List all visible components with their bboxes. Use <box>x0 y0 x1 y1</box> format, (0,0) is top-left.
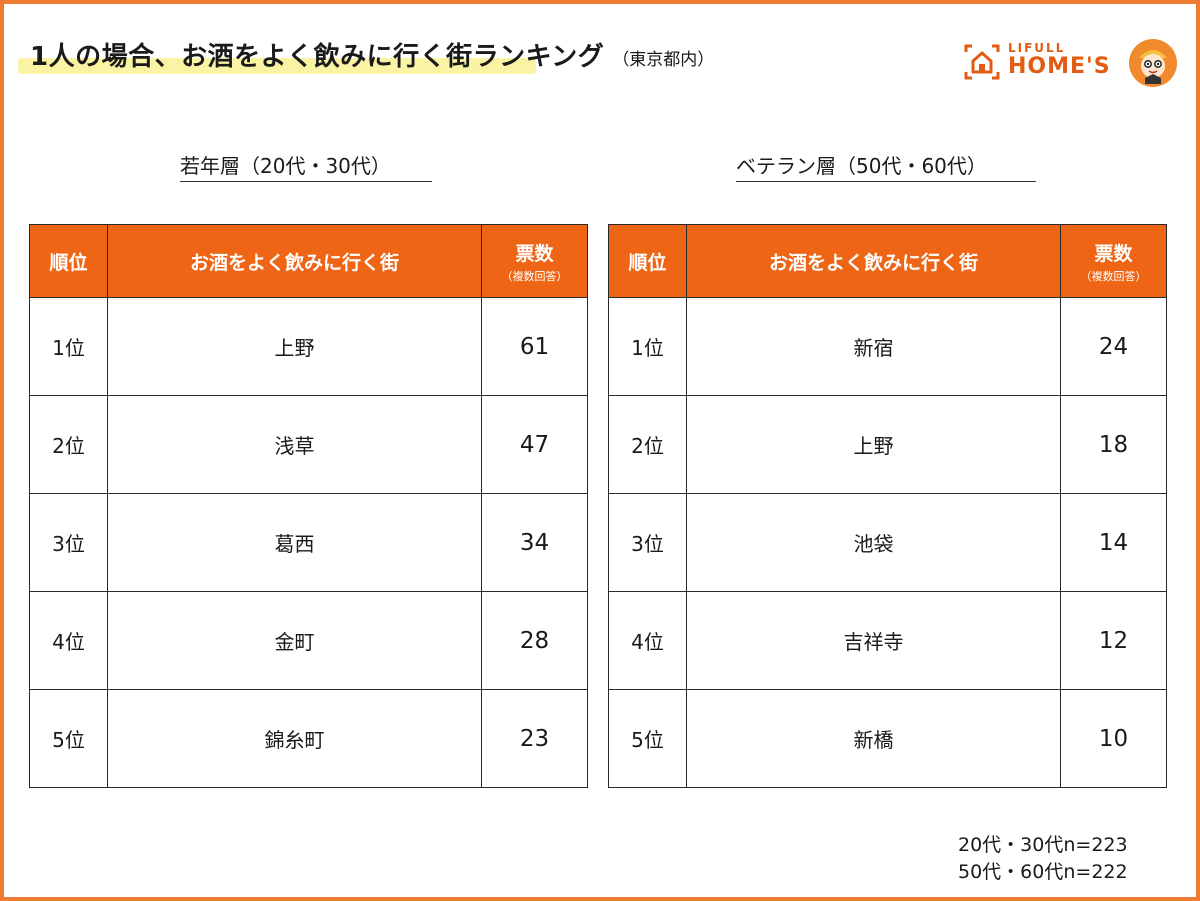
sample-size-note: 20代・30代n=223 50代・60代n=222 <box>958 832 1128 886</box>
votes-header-note: （複数回答） <box>501 269 568 283</box>
votes-cell: 14 <box>1060 493 1167 592</box>
table-row: 4位 吉祥寺 12 <box>608 591 1167 690</box>
table-row: 3位 池袋 14 <box>608 493 1167 592</box>
votes-column-header: 票数 （複数回答） <box>1060 224 1167 298</box>
young-sample-size: 20代・30代n=223 <box>958 834 1128 856</box>
votes-header-note: （複数回答） <box>1080 269 1147 283</box>
town-cell: 上野 <box>686 395 1061 494</box>
town-cell: 浅草 <box>107 395 482 494</box>
logo-homes-text: HOME'S <box>1008 54 1111 79</box>
table-row: 5位 新橋 10 <box>608 689 1167 788</box>
veteran-ranking-table: 順位 お酒をよく飲みに行く街 票数 （複数回答） 1位 新宿 24 2位 上野 18 3位… <box>608 224 1167 788</box>
votes-column-header: 票数 （複数回答） <box>481 224 588 298</box>
rank-cell: 1位 <box>29 297 108 396</box>
town-cell: 吉祥寺 <box>686 591 1061 690</box>
town-cell: 新宿 <box>686 297 1061 396</box>
votes-cell: 61 <box>481 297 588 396</box>
town-cell: 上野 <box>107 297 482 396</box>
votes-cell: 18 <box>1060 395 1167 494</box>
town-column-header: お酒をよく飲みに行く街 <box>686 224 1061 298</box>
rank-cell: 4位 <box>608 591 687 690</box>
logo-lifull-text: LIFULL <box>1008 41 1066 55</box>
votes-header-label: 票数 <box>1094 242 1133 265</box>
rank-column-header: 順位 <box>608 224 687 298</box>
table-row: 5位 錦糸町 23 <box>29 689 588 788</box>
rank-cell: 5位 <box>608 689 687 788</box>
town-cell: 金町 <box>107 591 482 690</box>
rank-cell: 2位 <box>608 395 687 494</box>
votes-cell: 10 <box>1060 689 1167 788</box>
table-row: 1位 上野 61 <box>29 297 588 396</box>
title-highlight <box>18 58 536 74</box>
votes-cell: 12 <box>1060 591 1167 690</box>
rank-cell: 4位 <box>29 591 108 690</box>
town-cell: 池袋 <box>686 493 1061 592</box>
table-header-row: 順位 お酒をよく飲みに行く街 票数 （複数回答） <box>29 224 588 298</box>
mascot-icon <box>1129 39 1177 87</box>
votes-cell: 23 <box>481 689 588 788</box>
rank-cell: 1位 <box>608 297 687 396</box>
table-row: 2位 浅草 47 <box>29 395 588 494</box>
table-row: 1位 新宿 24 <box>608 297 1167 396</box>
votes-header-label: 票数 <box>515 242 554 265</box>
page-title: 1人の場合、お酒をよく飲みに行く街ランキング <box>30 42 605 72</box>
table-row: 3位 葛西 34 <box>29 493 588 592</box>
votes-cell: 28 <box>481 591 588 690</box>
young-section-label: 若年層（20代・30代） <box>180 150 432 182</box>
page-header: 1人の場合、お酒をよく飲みに行く街ランキング （東京都内） <box>30 36 714 73</box>
house-icon <box>964 44 1000 80</box>
veteran-sample-size: 50代・60代n=222 <box>958 861 1128 883</box>
young-ranking-table: 順位 お酒をよく飲みに行く街 票数 （複数回答） 1位 上野 61 2位 浅草 47 3位… <box>29 224 588 788</box>
town-cell: 葛西 <box>107 493 482 592</box>
votes-cell: 34 <box>481 493 588 592</box>
rank-cell: 5位 <box>29 689 108 788</box>
table-row: 4位 金町 28 <box>29 591 588 690</box>
table-row: 2位 上野 18 <box>608 395 1167 494</box>
veteran-section-label: ベテラン層（50代・60代） <box>736 150 1036 182</box>
votes-cell: 47 <box>481 395 588 494</box>
page-subtitle: （東京都内） <box>612 50 715 70</box>
votes-cell: 24 <box>1060 297 1167 396</box>
rank-cell: 2位 <box>29 395 108 494</box>
rank-cell: 3位 <box>608 493 687 592</box>
town-cell: 新橋 <box>686 689 1061 788</box>
town-column-header: お酒をよく飲みに行く街 <box>107 224 482 298</box>
rank-cell: 3位 <box>29 493 108 592</box>
rank-column-header: 順位 <box>29 224 108 298</box>
town-cell: 錦糸町 <box>107 689 482 788</box>
table-header-row: 順位 お酒をよく飲みに行く街 票数 （複数回答） <box>608 224 1167 298</box>
